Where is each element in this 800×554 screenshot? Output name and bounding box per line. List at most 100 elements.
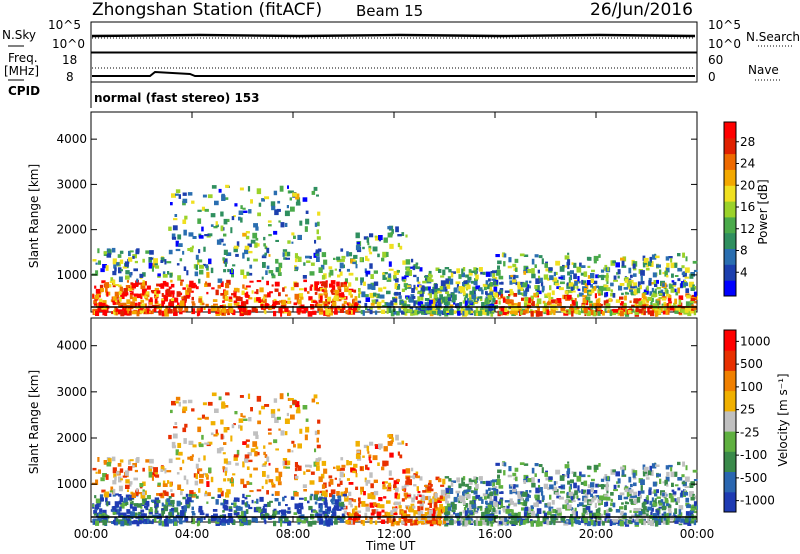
echo-cell	[218, 188, 222, 193]
echo-cell	[114, 306, 117, 313]
echo-cell	[149, 297, 153, 301]
echo-cell	[190, 290, 194, 293]
echo-cell	[333, 505, 339, 511]
echo-cell	[245, 444, 250, 448]
echo-cell	[537, 307, 540, 312]
echo-cell	[630, 495, 635, 498]
echo-cell	[372, 246, 378, 252]
echo-cell	[345, 520, 351, 525]
echo-cell	[369, 263, 373, 269]
echo-cell	[652, 303, 658, 310]
echo-cell	[639, 507, 642, 511]
echo-cell	[446, 503, 451, 506]
echo-cell	[233, 454, 239, 458]
echo-cell	[244, 502, 247, 507]
echo-cell	[615, 471, 620, 477]
echo-cell	[511, 509, 514, 516]
echo-cell	[485, 500, 488, 505]
echo-cell	[279, 306, 283, 313]
echo-cell	[319, 518, 324, 522]
echo-cell	[490, 311, 494, 317]
echo-cell	[201, 206, 205, 211]
echo-cell	[437, 290, 442, 294]
echo-cell	[453, 496, 458, 503]
echo-cell	[493, 276, 498, 280]
echo-cell	[185, 284, 189, 288]
echo-cell	[317, 516, 321, 521]
echo-cell	[268, 254, 271, 257]
echo-cell	[541, 467, 544, 474]
echo-cell	[102, 519, 107, 525]
echo-cell	[358, 497, 361, 502]
echo-cell	[204, 208, 209, 212]
echo-cell	[583, 288, 587, 294]
echo-cell	[453, 301, 456, 305]
echo-cell	[95, 270, 99, 276]
echo-cell	[333, 257, 336, 260]
echo-cell	[97, 260, 101, 265]
echo-cell	[484, 298, 489, 305]
echo-cell	[504, 290, 510, 293]
echo-cell	[120, 269, 123, 272]
echo-cell	[627, 308, 633, 311]
echo-cell	[409, 270, 412, 276]
echo-cell	[321, 490, 327, 496]
echo-cell	[223, 478, 227, 482]
echo-cell	[473, 508, 476, 513]
echo-cell	[469, 290, 475, 295]
echo-cell	[166, 261, 172, 264]
echo-cell	[122, 501, 128, 507]
echo-cell	[239, 506, 243, 511]
echo-cell	[260, 301, 263, 305]
echo-cell	[284, 251, 289, 257]
echo-cell	[221, 308, 227, 313]
echo-cell	[610, 289, 613, 293]
echo-cell	[262, 296, 265, 301]
echo-cell	[419, 292, 424, 297]
echo-cell	[355, 486, 359, 490]
echo-cell	[419, 267, 423, 272]
echo-cell	[244, 292, 247, 297]
echo-cell	[233, 247, 238, 253]
echo-cell	[440, 280, 446, 287]
echo-cell	[688, 284, 692, 288]
echo-cell	[362, 310, 365, 316]
echo-cell	[411, 288, 415, 292]
echo-cell	[360, 277, 364, 283]
echo-cell	[597, 520, 601, 526]
echo-cell	[104, 491, 110, 498]
echo-cell	[662, 501, 665, 507]
echo-cell	[646, 508, 649, 513]
echo-cell	[610, 492, 614, 496]
echo-cell	[592, 280, 598, 285]
echo-cell	[153, 517, 157, 522]
echo-cell	[403, 515, 408, 522]
echo-cell	[653, 280, 657, 285]
echo-cell	[605, 513, 611, 519]
freq-label: Freq.	[8, 51, 38, 65]
echo-cell	[448, 488, 454, 494]
echo-cell	[509, 500, 514, 505]
echo-cell	[463, 280, 468, 284]
echo-cell	[177, 275, 182, 281]
echo-cell	[376, 301, 382, 308]
echo-cell	[634, 510, 638, 517]
echo-cell	[535, 303, 538, 308]
echo-cell	[692, 260, 698, 264]
echo-cell	[619, 512, 625, 516]
echo-cell	[93, 303, 98, 306]
echo-cell	[225, 184, 230, 188]
echo-cell	[689, 300, 695, 303]
echo-cell	[262, 262, 266, 268]
echo-cell	[560, 490, 565, 494]
echo-cell	[430, 484, 433, 487]
echo-cell	[233, 497, 239, 502]
echo-cell	[690, 496, 695, 501]
echo-cell	[584, 283, 589, 290]
echo-cell	[684, 307, 689, 313]
echo-cell	[541, 258, 544, 265]
echo-cell	[279, 516, 283, 523]
echo-cell	[405, 271, 410, 276]
echo-cell	[650, 470, 654, 476]
echo-cell	[646, 285, 649, 291]
